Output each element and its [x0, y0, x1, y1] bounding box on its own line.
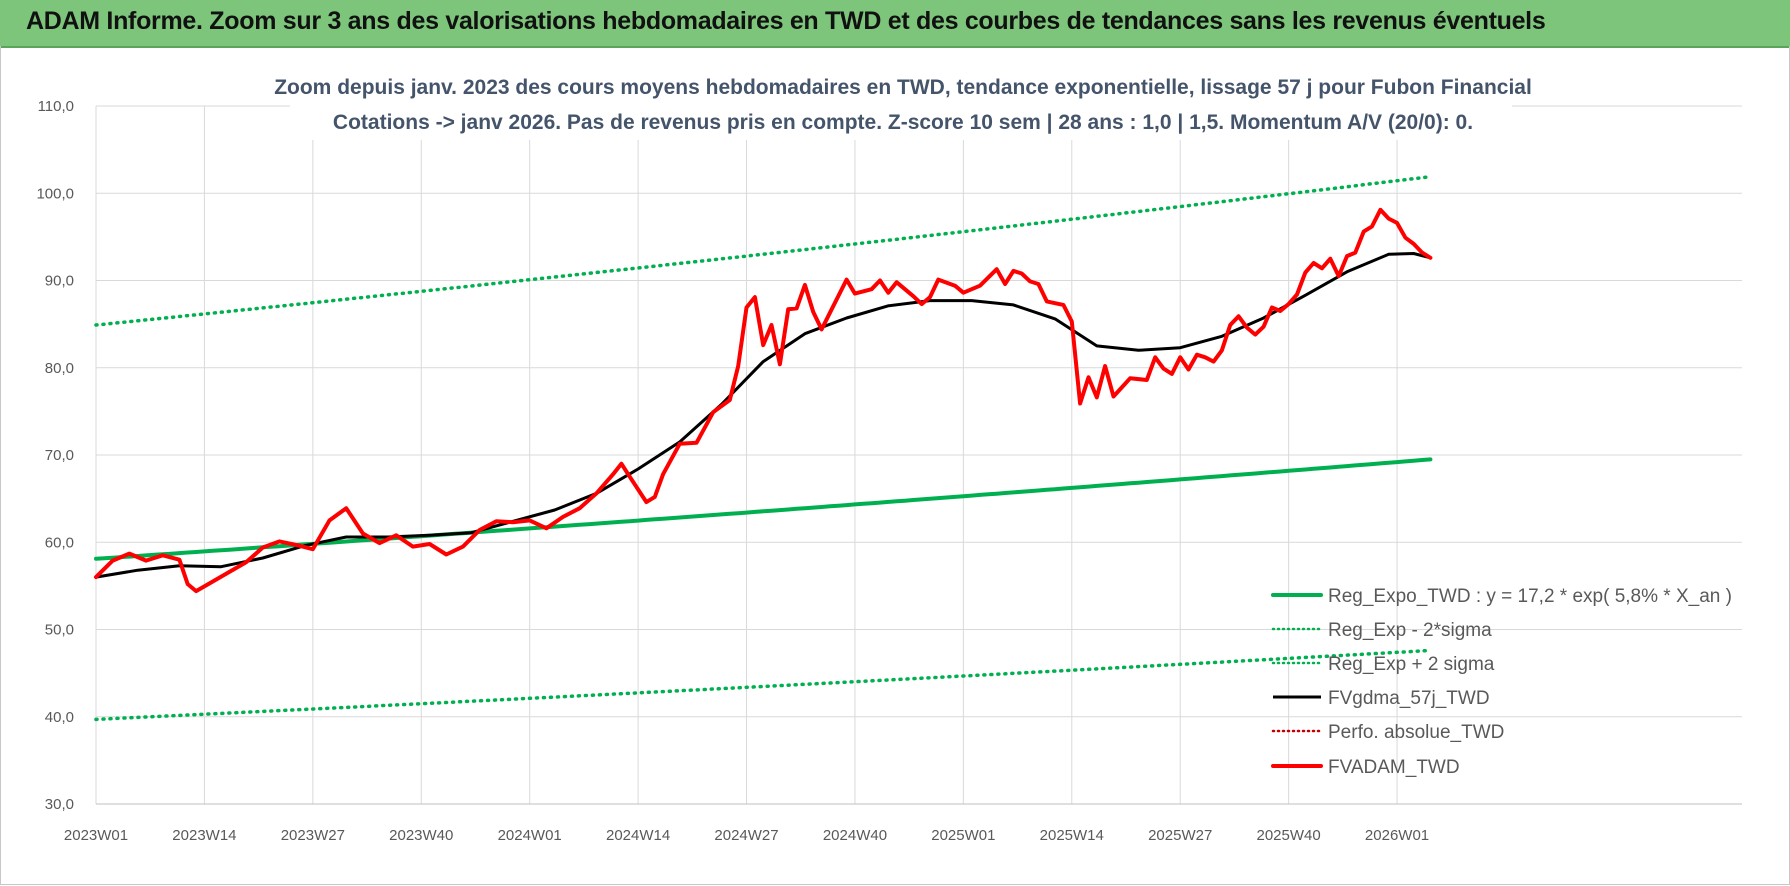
x-tick-label: 2024W01	[498, 827, 562, 844]
legend: Reg_Expo_TWD : y = 17,2 * exp( 5,8% * X_…	[1271, 586, 1732, 778]
legend-label-1: Reg_Exp - 2*sigma	[1328, 620, 1492, 641]
chart-subtitle: Cotations -> janv 2026. Pas de revenus p…	[333, 111, 1473, 134]
chart-title: Zoom depuis janv. 2023 des cours moyens …	[274, 76, 1532, 99]
x-tick-label: 2024W14	[606, 827, 670, 844]
y-tick-label: 110,0	[38, 98, 74, 115]
x-tick-label: 2024W40	[823, 827, 887, 844]
banner-title: ADAM Informe. Zoom sur 3 ans des valoris…	[26, 7, 1546, 35]
series-line-1	[94, 648, 1433, 722]
y-tick-label: 90,0	[45, 273, 74, 290]
title-banner: ADAM Informe. Zoom sur 3 ans des valoris…	[0, 0, 1790, 48]
x-axis: 2023W01 2023W14 2023W27 2023W40 2024W01 2024W…	[64, 803, 1742, 844]
series-lines	[94, 174, 1433, 722]
x-tick-label: 2023W14	[172, 827, 236, 844]
x-tick-label: 2025W14	[1040, 827, 1104, 844]
y-tick-label: 70,0	[45, 447, 74, 464]
title-background	[290, 72, 1512, 140]
x-tick-label: 2026W01	[1365, 827, 1429, 844]
series-line-5	[94, 207, 1433, 594]
legend-label-4: Perfo. absolue_TWD	[1328, 722, 1504, 743]
y-tick-label: 30,0	[45, 796, 74, 813]
x-tick-label: 2023W40	[389, 827, 453, 844]
y-tick-label: 40,0	[45, 709, 74, 726]
grid-lines	[95, 105, 1742, 805]
y-tick-label: 80,0	[45, 360, 74, 377]
series-line-3	[95, 252, 1431, 579]
legend-label-0: Reg_Expo_TWD : y = 17,2 * exp( 5,8% * X_…	[1328, 586, 1732, 607]
y-tick-label: 50,0	[45, 622, 74, 639]
legend-label-2: Reg_Exp + 2 sigma	[1328, 654, 1495, 675]
x-tick-label: 2023W27	[281, 827, 345, 844]
x-tick-label: 2025W40	[1257, 827, 1321, 844]
legend-label-3: FVgdma_57j_TWD	[1328, 688, 1490, 709]
legend-label-5: FVADAM_TWD	[1328, 757, 1460, 778]
x-tick-label: 2025W27	[1148, 827, 1212, 844]
y-axis: 30,0 40,0 50,0 60,0 70,0 80,0 90,0 100,0 110,0	[36, 98, 74, 813]
series-line-2	[94, 174, 1433, 327]
y-tick-label: 60,0	[45, 534, 74, 551]
x-tick-label: 2023W01	[64, 827, 128, 844]
x-tick-label: 2025W01	[931, 827, 995, 844]
y-tick-label: 100,0	[36, 185, 74, 202]
x-tick-label: 2024W27	[714, 827, 778, 844]
